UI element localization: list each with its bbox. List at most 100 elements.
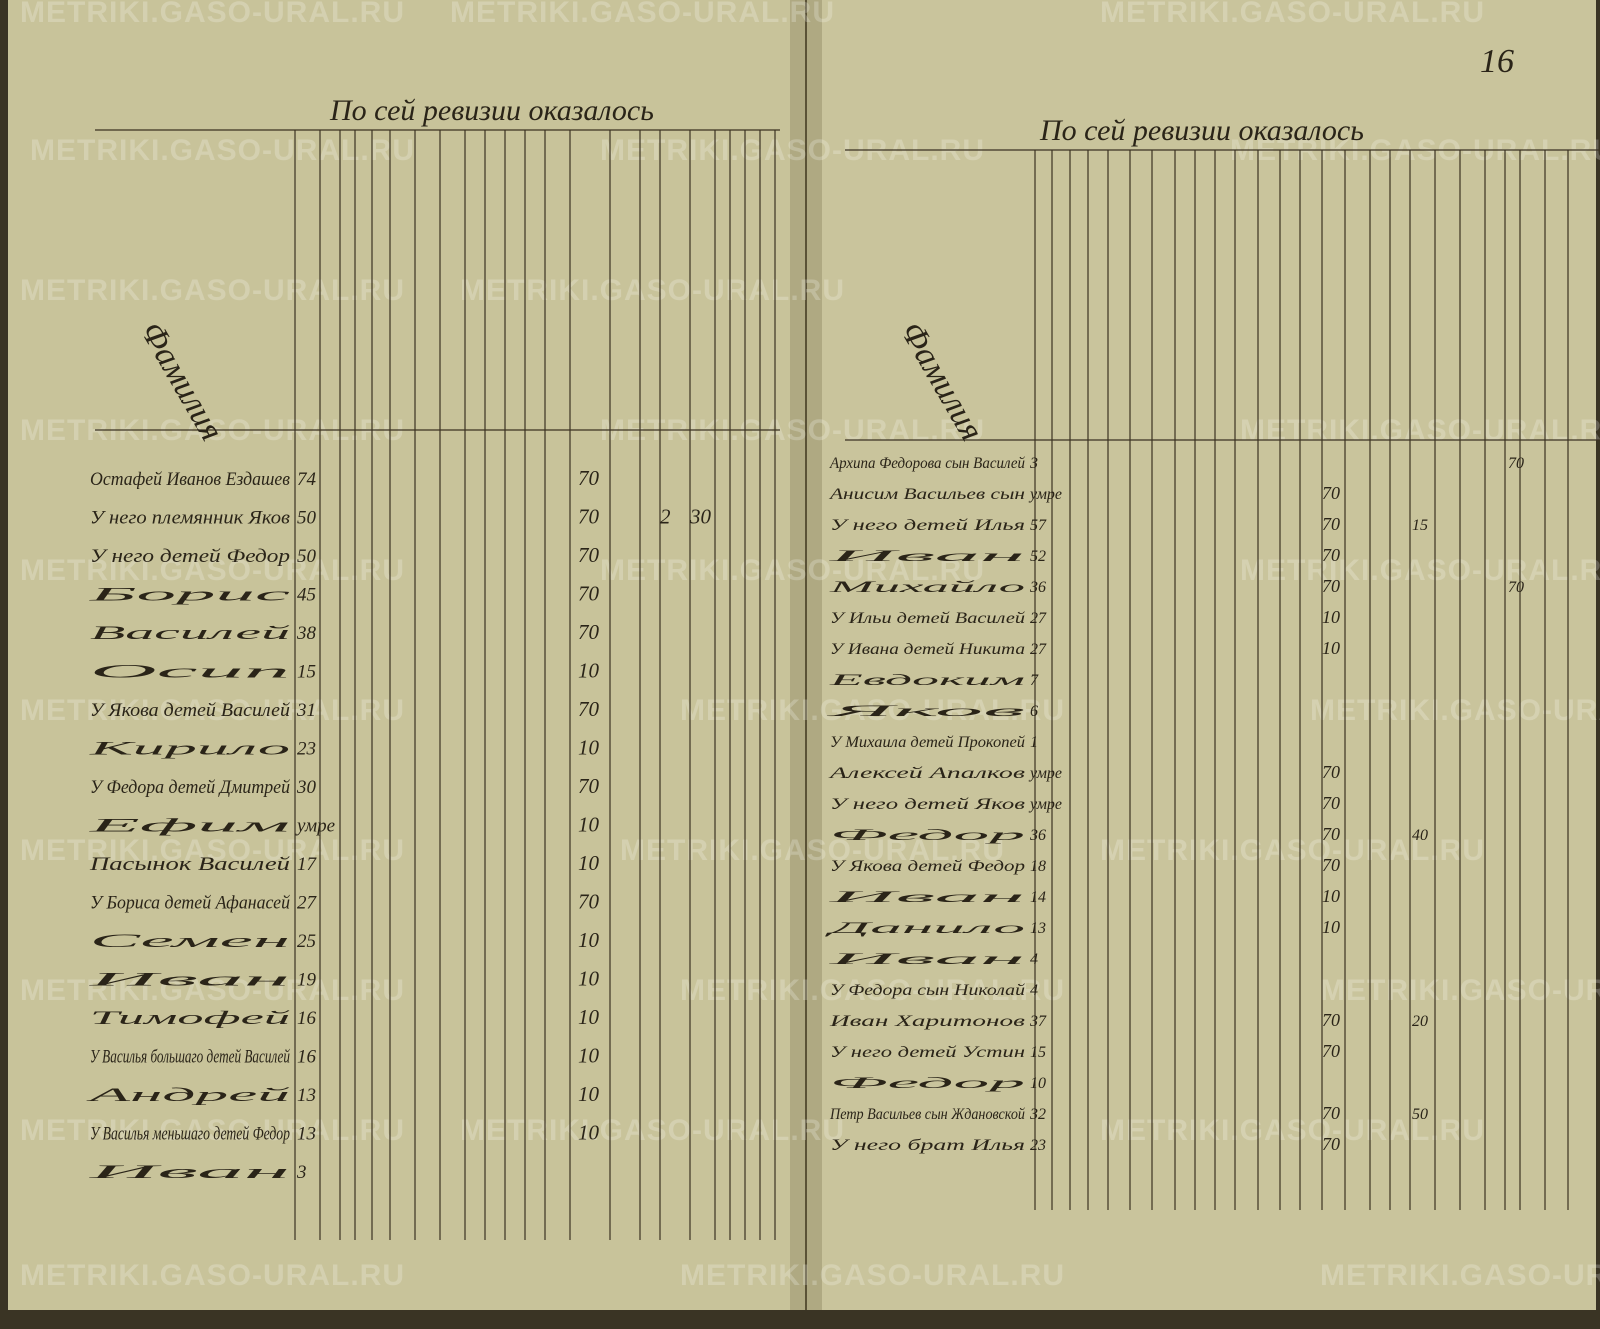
entry-age: 4 bbox=[1030, 951, 1038, 968]
entry-tax: 10 bbox=[1322, 886, 1340, 906]
entry-name: У Василья меньшаго детей Федор bbox=[90, 1124, 290, 1145]
entry-extra: 40 bbox=[1412, 827, 1428, 844]
entry-name: У него брат Илья bbox=[830, 1137, 1025, 1154]
entry-tax: 70 bbox=[1322, 762, 1340, 782]
watermark: METRIKI.GASO-URAL.RU bbox=[1100, 0, 1485, 29]
entry-tax: 10 bbox=[1322, 917, 1340, 937]
entry-tax: 70 bbox=[1322, 576, 1340, 596]
entry-tax: 70 bbox=[1322, 514, 1340, 534]
watermark: METRIKI.GASO-URAL.RU bbox=[460, 274, 845, 307]
entry-age: умре bbox=[1028, 486, 1062, 503]
entry-far: 70 bbox=[1508, 455, 1524, 472]
entry-age: 50 bbox=[297, 546, 317, 567]
entry-age: 15 bbox=[297, 662, 316, 683]
entry-age: 74 bbox=[297, 469, 317, 490]
entry-extra: 50 bbox=[1412, 1106, 1428, 1123]
entry-tax: 70 bbox=[578, 774, 600, 798]
watermark: METRIKI.GASO-URAL.RU bbox=[680, 974, 1065, 1007]
entry-tax: 10 bbox=[578, 1044, 600, 1068]
entry-name: У Ивана детей Никита bbox=[830, 641, 1025, 658]
watermark: METRIKI.GASO-URAL.RU bbox=[1100, 1114, 1485, 1147]
entry-name: Алексей Апалков bbox=[828, 765, 1025, 782]
watermark: METRIKI.GASO-URAL.RU bbox=[1310, 694, 1600, 727]
entry-name: Анисим Васильев сын bbox=[829, 486, 1025, 503]
entry-name: Василей bbox=[90, 623, 292, 644]
watermark: METRIKI.GASO-URAL.RU bbox=[20, 274, 405, 307]
entry-tax: 10 bbox=[578, 736, 600, 760]
entry-tax: 10 bbox=[578, 813, 600, 837]
watermark: METRIKI.GASO-URAL.RU bbox=[450, 0, 835, 29]
page-number: 16 bbox=[1480, 43, 1514, 80]
entry-name: Петр Васильев сын Ждановской bbox=[829, 1106, 1025, 1123]
entry-name: У него детей Устин bbox=[830, 1044, 1025, 1061]
entry-age: 3 bbox=[296, 1162, 307, 1183]
entry-age: умре bbox=[1028, 765, 1062, 782]
entry-name: Яков bbox=[824, 703, 1025, 720]
entry-tax: 10 bbox=[578, 1005, 600, 1029]
entry-age: 37 bbox=[1029, 1013, 1047, 1030]
watermark: METRIKI.GASO-URAL.RU bbox=[1320, 1259, 1600, 1292]
entry-age: 36 bbox=[1029, 579, 1046, 596]
entry-tax: 10 bbox=[578, 967, 600, 991]
entry-tax: 70 bbox=[578, 697, 600, 721]
entry-age: 27 bbox=[1030, 641, 1047, 658]
header-title: По сей ревизии оказалось bbox=[329, 94, 654, 127]
watermark: METRIKI.GASO-URAL.RU bbox=[620, 834, 1005, 867]
entry-age: 32 bbox=[1029, 1106, 1046, 1123]
entry-age: 23 bbox=[297, 739, 316, 760]
entry-tax: 70 bbox=[1322, 1041, 1340, 1061]
entry-age: 6 bbox=[1030, 703, 1038, 720]
entry-tax: 70 bbox=[1322, 1010, 1340, 1030]
watermark: METRIKI.GASO-URAL.RU bbox=[20, 0, 405, 29]
entry-name: У него детей Федор bbox=[90, 546, 290, 567]
entry-tax: 70 bbox=[578, 890, 600, 914]
entry-extra: 2 bbox=[660, 505, 671, 529]
entry-extra: 15 bbox=[1412, 517, 1428, 534]
entry-age: 27 bbox=[297, 893, 318, 914]
entry-tax: 70 bbox=[578, 620, 600, 644]
entry-name: У Федора сын Николай bbox=[830, 982, 1025, 999]
entry-extra: 30 bbox=[689, 505, 712, 529]
entry-name: Пасынок Василей bbox=[89, 854, 291, 875]
entry-tax: 70 bbox=[578, 505, 600, 529]
entry-name: Архипа Федорова сын Василей bbox=[829, 455, 1025, 472]
entry-tax: 10 bbox=[578, 1121, 600, 1145]
entry-tax: 10 bbox=[578, 851, 600, 875]
entry-tax: 70 bbox=[578, 466, 600, 490]
entry-age: 50 bbox=[297, 508, 317, 529]
entry-name: Ефим bbox=[86, 816, 290, 837]
entry-age: 30 bbox=[296, 777, 317, 798]
entry-name: У Бориса детей Афанасей bbox=[90, 893, 290, 914]
entry-age: 16 bbox=[297, 1008, 317, 1029]
entry-tax: 10 bbox=[578, 1082, 600, 1106]
entry-age: 15 bbox=[1030, 1044, 1046, 1061]
entry-name: Иван bbox=[824, 548, 1025, 565]
watermark: METRIKI.GASO-URAL.RU bbox=[1100, 834, 1485, 867]
entry-tax: 70 bbox=[1322, 1103, 1340, 1123]
entry-name: Андрей bbox=[83, 1085, 292, 1106]
entry-age: 7 bbox=[1030, 672, 1039, 689]
watermark: METRIKI.GASO-URAL.RU bbox=[1240, 414, 1600, 447]
entry-extra: 20 bbox=[1412, 1013, 1428, 1030]
entry-name: Остафей Иванов Ездашев bbox=[90, 469, 290, 490]
entry-name: Федор bbox=[830, 827, 1025, 844]
entry-name: Иван Харитонов bbox=[828, 1013, 1025, 1030]
entry-age: 1 bbox=[1030, 734, 1038, 751]
header-title: По сей ревизии оказалось bbox=[1039, 114, 1364, 147]
watermark: METRIKI.GASO-URAL.RU bbox=[680, 694, 1065, 727]
left-leaf bbox=[8, 0, 808, 1310]
watermark: METRIKI.GASO-URAL.RU bbox=[680, 1259, 1065, 1292]
entry-name: Иван bbox=[824, 889, 1025, 906]
entry-name: У него детей Яков bbox=[830, 796, 1025, 813]
entry-name: У Ильи детей Василей bbox=[830, 610, 1025, 627]
entry-name: Иван bbox=[85, 970, 290, 991]
watermarks: METRIKI.GASO-URAL.RU METRIKI.GASO-URAL.RU… bbox=[20, 0, 1600, 1292]
entry-name: У Якова детей Василей bbox=[90, 700, 291, 721]
entry-name: Федор bbox=[830, 1075, 1025, 1092]
watermark: METRIKI.GASO-URAL.RU bbox=[20, 1259, 405, 1292]
entry-name: У него детей Илья bbox=[830, 517, 1025, 534]
entry-name: У Федора детей Дмитрей bbox=[90, 777, 290, 798]
entry-name: Иван bbox=[85, 1162, 290, 1183]
entry-name: Борис bbox=[86, 585, 293, 606]
